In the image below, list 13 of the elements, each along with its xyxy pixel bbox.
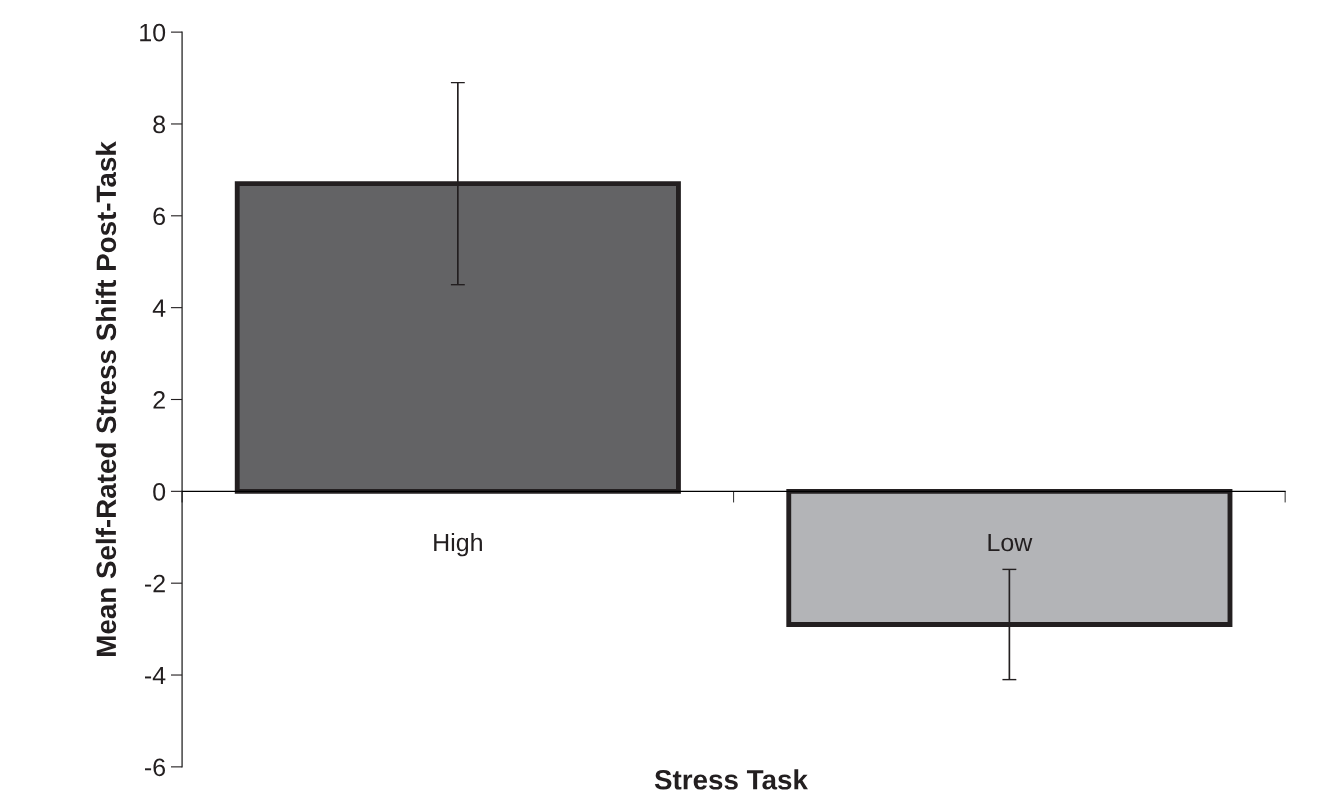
y-tick-label: 2 (153, 391, 165, 409)
y-tick-label: -4 (144, 666, 166, 685)
y-tick-label: -2 (144, 574, 165, 593)
y-axis-title: Mean Self-Rated Stress Shift Post-Task (95, 141, 117, 656)
x-tick-label: Low (988, 533, 1033, 552)
y-tick-label: 8 (153, 115, 166, 134)
y-tick-label: 0 (153, 482, 166, 501)
y-tick-label: -6 (144, 758, 165, 777)
y-tick-label: 10 (140, 23, 166, 42)
y-tick-label: 4 (152, 299, 166, 317)
x-tick-label: High (434, 533, 482, 557)
x-axis-title: Stress Task (654, 769, 808, 790)
y-tick-label: 6 (153, 207, 165, 226)
